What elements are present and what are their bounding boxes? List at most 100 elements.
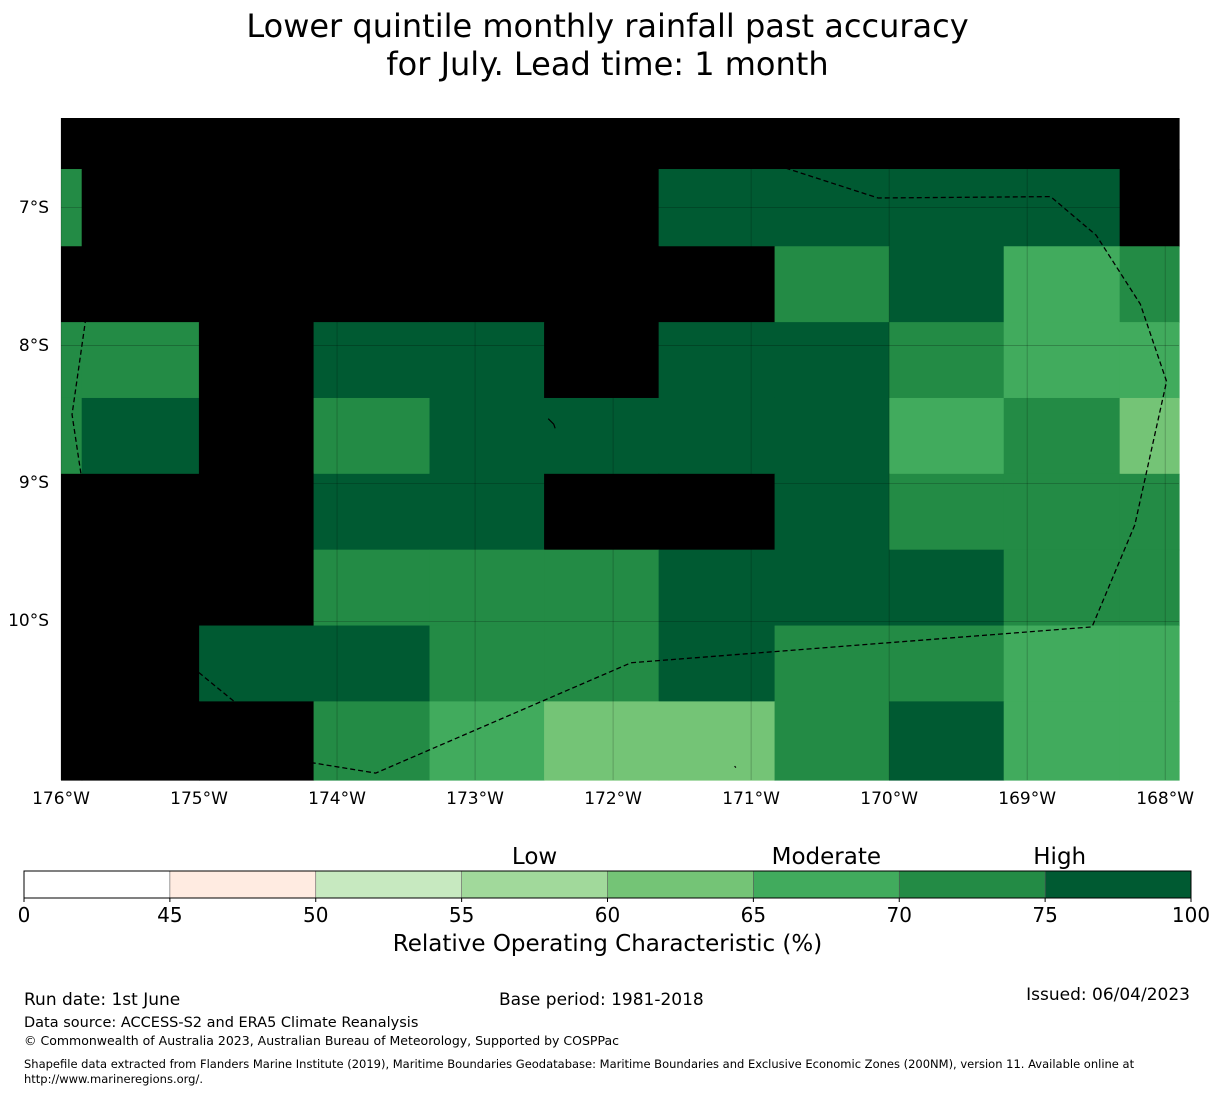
longitude-tick-label: 170°W [860,789,919,809]
roc-cell [81,118,200,170]
colorbar-tick-label: 50 [303,903,329,927]
roc-cell [1003,625,1121,702]
roc-cell [199,118,315,170]
roc-cell [1119,169,1180,247]
roc-cell [658,118,776,170]
roc-cell [658,625,776,702]
roc-cell [889,397,1005,475]
colorbar-segment [315,871,462,898]
roc-cell [429,473,545,551]
roc-cell [199,246,315,323]
roc-cell [544,549,660,627]
roc-cell [429,625,545,702]
longitude-tick-label: 174°W [308,789,366,809]
latitude-tick-label: 8°S [18,335,49,356]
roc-cell [658,397,776,475]
island-outline [723,535,727,541]
roc-cell [774,701,890,781]
roc-cell [774,473,890,551]
roc-cell [544,169,660,247]
roc-cell [774,246,890,323]
roc-cell [313,549,431,627]
colorbar-tick-label: 70 [886,903,912,927]
roc-cell [889,169,1005,247]
longitude-tick-label: 176°W [32,789,90,809]
roc-cell [658,246,776,323]
roc-cell [199,169,315,247]
roc-cell [1119,625,1180,702]
roc-cell [199,549,315,627]
colorbar-category-label: Low [511,844,558,870]
colorbar-title: Relative Operating Characteristic (%) [392,931,823,957]
longitude-tick-label: 171°W [722,789,780,809]
roc-cell [1119,246,1180,323]
roc-cell [658,473,776,551]
roc-cell [1003,701,1121,781]
shapefile-credit-line2: http://www.marineregions.org/. [24,1072,203,1086]
roc-cell [1003,118,1121,170]
roc-cell [61,549,83,627]
roc-cell [313,397,431,475]
roc-cell [658,549,776,627]
colorbar-segment [169,871,316,898]
roc-cell [429,549,545,627]
copyright: © Commonwealth of Australia 2023, Austra… [24,1033,619,1048]
roc-cell [429,118,545,170]
roc-cell [429,322,545,399]
roc-cell [199,397,315,475]
roc-cell [774,625,890,702]
roc-cell [61,322,83,399]
roc-cell [1119,701,1180,781]
base-period: Base period: 1981-2018 [499,990,704,1010]
roc-cell [774,322,890,399]
roc-cell [61,473,83,551]
latitude-tick-label: 10°S [8,611,49,632]
roc-cell [81,549,200,627]
island-outline [734,765,737,769]
roc-cell [81,322,200,399]
colorbar-category-label: High [1033,844,1087,870]
roc-cell [1003,473,1121,551]
data-source: Data source: ACCESS-S2 and ERA5 Climate … [24,1015,419,1031]
roc-cell [1119,549,1180,627]
roc-cell [61,625,83,702]
roc-cell [313,701,431,781]
roc-cell [889,246,1005,323]
issued-date: Issued: 06/04/2023 [1026,985,1190,1005]
roc-cell [1119,322,1180,399]
roc-cell [544,397,660,475]
roc-cell [774,118,890,170]
roc-cell [61,169,83,247]
roc-cell [774,397,890,475]
island-outline [641,506,647,515]
roc-cell [1119,397,1180,475]
roc-cell [544,473,660,551]
roc-cell [889,473,1005,551]
roc-cell [1003,549,1121,627]
roc-cell [889,118,1005,170]
roc-cell [429,169,545,247]
roc-cell [61,397,83,475]
roc-cell [1003,322,1121,399]
latitude-tick-label: 9°S [18,473,49,494]
roc-cell [313,625,431,702]
roc-cell [81,246,200,323]
colorbar-segment [899,871,1046,898]
roc-cell [544,701,660,781]
roc-cell [81,625,200,702]
roc-cell [544,625,660,702]
longitude-tick-label: 173°W [446,789,504,809]
colorbar-tick-label: 45 [157,903,183,927]
colorbar-tick-label: 75 [1032,903,1058,927]
roc-cell [81,397,200,475]
colorbar-tick-label: 55 [448,903,475,927]
roc-cell [313,169,431,247]
chart-title-line2: for July. Lead time: 1 month [386,45,829,83]
roc-cell [889,549,1005,627]
roc-cell [658,701,776,781]
roc-cell [889,322,1005,399]
roc-cell [81,169,200,247]
roc-cell [544,118,660,170]
roc-cell [1003,169,1121,247]
